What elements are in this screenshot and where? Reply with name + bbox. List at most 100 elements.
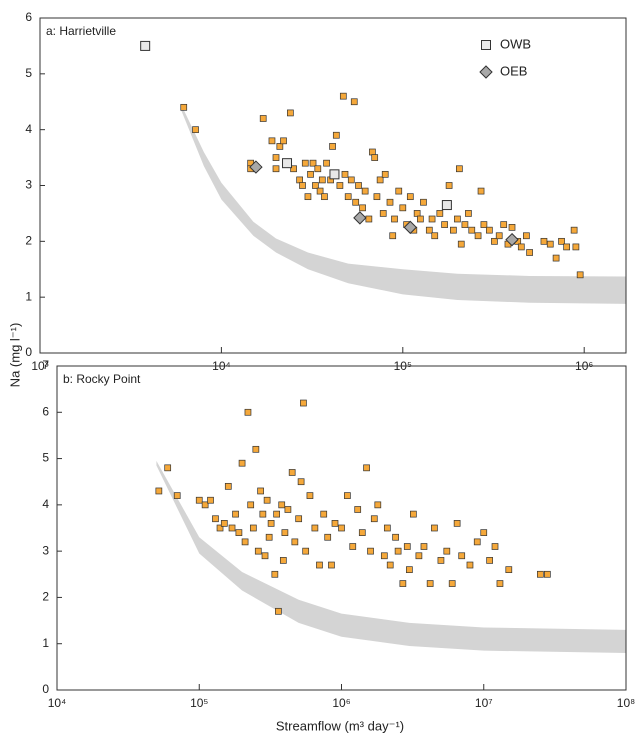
point (247, 501, 255, 509)
point (252, 445, 260, 453)
point (454, 215, 461, 223)
point (450, 226, 457, 234)
point (491, 237, 498, 245)
point (473, 538, 481, 546)
point (406, 566, 413, 574)
point (254, 547, 262, 555)
y-tick-label: 6 (25, 10, 32, 24)
point (302, 547, 310, 555)
point (570, 226, 578, 234)
point (365, 215, 373, 223)
point (235, 529, 243, 536)
point (359, 204, 366, 212)
y-tick-label: 2 (25, 234, 32, 248)
point (431, 524, 438, 532)
point (155, 487, 163, 495)
point (224, 482, 232, 490)
legend-label: OWB (500, 36, 531, 51)
point (480, 529, 488, 536)
point (480, 221, 488, 228)
point (320, 510, 328, 518)
point (238, 459, 246, 467)
point (192, 126, 199, 134)
point (267, 520, 275, 527)
point (374, 501, 382, 509)
point (415, 552, 423, 560)
point (307, 170, 314, 178)
point (232, 510, 239, 518)
point (300, 399, 307, 407)
y-tick-label: 4 (25, 122, 32, 136)
point (349, 543, 357, 550)
point (354, 506, 362, 513)
point (443, 547, 451, 555)
point (441, 221, 448, 228)
y-tick-label: 4 (42, 497, 49, 511)
point (279, 557, 287, 564)
y-tick-label: 3 (25, 178, 32, 192)
point (228, 524, 236, 532)
y-tick-label: 3 (42, 543, 49, 557)
x-tick-label: 10⁸ (617, 696, 635, 710)
point (328, 561, 335, 569)
point (389, 232, 397, 240)
point (291, 538, 299, 546)
point (457, 240, 465, 248)
point (301, 159, 309, 167)
point (282, 158, 293, 169)
point (383, 524, 391, 532)
point (410, 510, 417, 518)
point (572, 243, 580, 251)
point (272, 154, 280, 161)
point (316, 187, 324, 195)
point (544, 570, 551, 578)
point (273, 510, 280, 518)
point (403, 220, 418, 235)
point (347, 176, 355, 184)
legend-marker (481, 40, 491, 50)
point (485, 226, 493, 234)
point (265, 533, 273, 541)
y-tick-label: 0 (25, 345, 32, 359)
point (394, 547, 402, 555)
x-tick-label: 10⁷ (475, 696, 493, 710)
point (216, 524, 224, 532)
point (495, 232, 503, 240)
point (361, 187, 369, 195)
point (399, 580, 407, 587)
point (339, 92, 347, 100)
point (391, 215, 398, 223)
point (486, 557, 493, 564)
point (448, 580, 456, 587)
point (195, 496, 203, 504)
point (517, 243, 525, 251)
point (496, 580, 504, 587)
point (249, 160, 263, 174)
point (523, 232, 530, 240)
legend-label: OEB (500, 63, 527, 78)
point (331, 520, 339, 527)
point (287, 109, 294, 117)
point (466, 561, 474, 569)
point (338, 524, 345, 532)
point (392, 533, 399, 541)
x-tick-label: 10³ (31, 359, 48, 373)
point (259, 510, 267, 518)
point (505, 232, 519, 247)
y-axis-label: Na (mg l⁻¹) (7, 323, 22, 388)
point (304, 193, 312, 201)
point (436, 210, 444, 217)
point (465, 210, 472, 217)
point (280, 137, 287, 145)
point (379, 210, 387, 217)
point (336, 182, 344, 189)
y-tick-label: 5 (25, 66, 32, 80)
point (323, 159, 330, 167)
y-tick-label: 1 (42, 636, 49, 650)
y-tick-label: 6 (42, 404, 49, 418)
point (431, 232, 439, 240)
point (281, 529, 289, 536)
point (563, 243, 570, 251)
point (508, 224, 516, 231)
